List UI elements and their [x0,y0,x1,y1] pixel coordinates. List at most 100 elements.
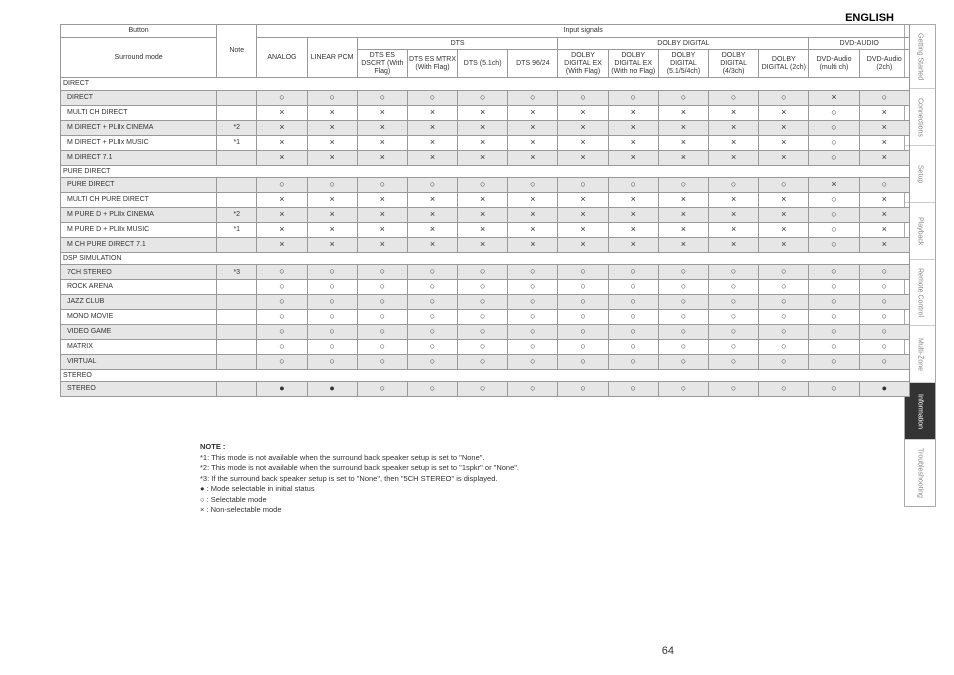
signal-cell: × [658,193,708,208]
signal-cell: ○ [458,280,508,295]
signal-cell: × [508,150,558,165]
hdr-note: Note [217,25,257,78]
signal-cell: × [458,237,508,252]
signal-cell: × [558,106,608,121]
signal-cell: ○ [508,339,558,354]
signal-cell: ○ [458,310,508,325]
hdr-surround-mode: Surround mode [61,37,217,78]
signal-cell: ○ [608,310,658,325]
signal-cell: × [608,135,658,150]
signal-cell: × [658,120,708,135]
signal-cell: ● [257,382,307,397]
signal-cell: × [458,222,508,237]
hdr-dolby-2: DOLBY DIGITAL (2ch) [759,50,809,78]
note-cell [217,237,257,252]
page-number: 64 [662,645,674,657]
hdr-dvd-2: DVD-Audio (2ch) [859,50,909,78]
note-cell [217,178,257,193]
signal-cell: × [458,135,508,150]
note-cell: *1 [217,222,257,237]
hdr-dts-es-dscrt: DTS ES DSCRT (With Flag) [357,50,407,78]
notes-title: NOTE : [200,442,519,453]
compatibility-table-wrap: Button Note Input signals Surround mode … [60,24,910,397]
table-row: MONO MOVIE○○○○○○○○○○○○○ [61,310,910,325]
signal-cell: × [558,208,608,223]
signal-cell: × [407,208,457,223]
signal-cell: × [709,193,759,208]
signal-cell: ○ [458,382,508,397]
signal-cell: ○ [407,295,457,310]
note-cell [217,280,257,295]
signal-cell: ○ [809,222,859,237]
hdr-linear-pcm: LINEAR PCM [307,37,357,78]
signal-cell: × [508,193,558,208]
signal-cell: ○ [759,339,809,354]
signal-cell: × [407,222,457,237]
hdr-dolby-ex-flag: DOLBY DIGITAL EX (With Flag) [558,50,608,78]
note-1: *1: This mode is not available when the … [200,453,519,464]
table-section-row: DIRECT [61,78,910,91]
hdr-input-signals: Input signals [257,25,910,38]
signal-cell: × [809,178,859,193]
signal-cell: ○ [558,310,608,325]
signal-cell: ○ [307,280,357,295]
signal-cell: ○ [809,265,859,280]
section-label: STEREO [61,369,910,382]
signal-cell: × [307,193,357,208]
table-row: VIDEO GAME○○○○○○○○○○○○○ [61,324,910,339]
section-label: DIRECT [61,78,910,91]
signal-cell: ○ [608,339,658,354]
signal-cell: ○ [709,382,759,397]
table-row: M PURE D + PLⅡx CINEMA*2×××××××××××○× [61,208,910,223]
signal-cell: ○ [508,354,558,369]
signal-cell: ○ [558,354,608,369]
signal-cell: ○ [357,265,407,280]
signal-cell: ○ [357,339,407,354]
hdr-group-dts: DTS [357,37,558,50]
signal-cell: ○ [658,178,708,193]
signal-cell: ○ [759,310,809,325]
signal-cell: × [709,222,759,237]
table-row: M CH PURE DIRECT 7.1×××××××××××○× [61,237,910,252]
signal-cell: ○ [558,295,608,310]
signal-cell: ○ [859,354,909,369]
signal-cell: ○ [307,354,357,369]
signal-cell: ○ [307,339,357,354]
mode-cell: MONO MOVIE [61,310,217,325]
signal-cell: × [658,222,708,237]
signal-cell: × [759,222,809,237]
signal-cell: ○ [257,178,307,193]
signal-cell: ○ [357,295,407,310]
signal-cell: × [307,208,357,223]
signal-cell: × [859,208,909,223]
table-row: 7CH STEREO*3○○○○○○○○○○○○○ [61,265,910,280]
note-cell [217,324,257,339]
signal-cell: × [458,208,508,223]
hdr-dolby-5154: DOLBY DIGITAL (5.1/5/4ch) [658,50,708,78]
signal-cell: ○ [809,193,859,208]
signal-cell: × [458,150,508,165]
signal-cell: ○ [558,339,608,354]
mode-cell: M PURE D + PLⅡx CINEMA [61,208,217,223]
signal-cell: × [307,150,357,165]
signal-cell: × [759,193,809,208]
note-cell [217,193,257,208]
signal-cell: ○ [257,324,307,339]
note-cell [217,91,257,106]
signal-cell: × [357,208,407,223]
signal-cell: × [558,150,608,165]
table-row: MULTI CH DIRECT×××××××××××○× [61,106,910,121]
table-row: VIRTUAL○○○○○○○○○○○○○ [61,354,910,369]
table-row: STEREO●●○○○○○○○○○○● [61,382,910,397]
signal-cell: ○ [508,265,558,280]
signal-cell: × [759,208,809,223]
signal-cell: × [508,120,558,135]
signal-cell: ○ [608,178,658,193]
signal-cell: ○ [809,354,859,369]
signal-cell: × [407,106,457,121]
side-tab[interactable]: Troubleshooting [905,440,935,506]
signal-cell: × [357,150,407,165]
signal-cell: × [658,135,708,150]
signal-cell: × [658,150,708,165]
table-row: ROCK ARENA○○○○○○○○○○○○○ [61,280,910,295]
